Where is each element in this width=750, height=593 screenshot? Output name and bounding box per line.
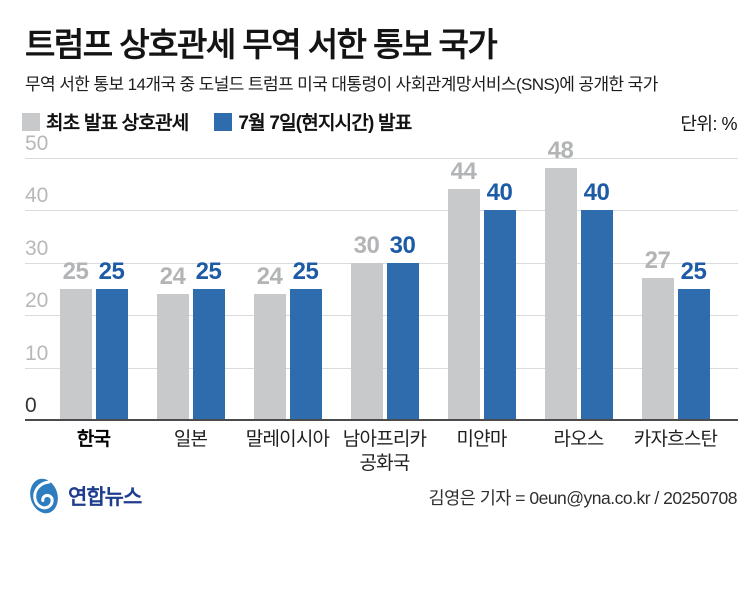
bar-initial-1 (59, 288, 92, 421)
y-axis-tick-20: 20 (25, 289, 49, 312)
value-label-initial-3: 24 (256, 263, 283, 290)
page-subtitle: 무역 서한 통보 14개국 중 도널드 트럼프 미국 대통령이 사회관계망서비스… (25, 75, 658, 94)
x-axis-label-7: 카자흐스탄 (633, 429, 718, 450)
page-title: 트럼프 상호관세 무역 서한 통보 국가 (25, 26, 498, 63)
y-axis-tick-40: 40 (25, 184, 49, 207)
publisher-name: 연합뉴스 (68, 486, 142, 509)
bar-july7-4 (386, 262, 419, 420)
y-axis-tick-30: 30 (25, 237, 49, 260)
unit-label: 단위: % (680, 114, 737, 134)
bar-july7-2 (192, 288, 225, 421)
y-axis-tick-50: 50 (25, 132, 49, 155)
legend-label: 7월 7일(현지시간) 발표 (238, 113, 412, 134)
value-label-july7-5: 40 (486, 179, 513, 206)
bar-initial-2 (156, 294, 189, 420)
x-axis-line (25, 419, 738, 421)
bar-initial-5 (447, 189, 480, 420)
bar-july7-3 (289, 288, 322, 421)
x-axis-label-6: 라오스 (553, 429, 604, 450)
chart-legend: 최초 발표 상호관세 7월 7일(현지시간) 발표 (22, 108, 412, 135)
value-label-july7-6: 40 (583, 179, 610, 206)
value-label-initial-4: 30 (353, 231, 380, 259)
reporter-credit: 김영은 기자 = 0eun@yna.co.kr / 20250708 (428, 488, 738, 508)
gridline-50 (25, 158, 738, 159)
value-label-initial-1: 25 (62, 257, 89, 285)
value-label-july7-2: 25 (195, 257, 222, 285)
x-axis-label-4: 남아프리카 공화국 (342, 429, 427, 474)
bar-initial-4 (350, 262, 383, 420)
value-label-initial-2: 24 (159, 263, 186, 290)
x-axis-label-1: 한국 (76, 429, 111, 450)
legend-item-july7-tariff: 7월 7일(현지시간) 발표 (214, 108, 412, 135)
bar-july7-7 (677, 288, 710, 421)
x-axis-label-5: 미얀마 (456, 429, 507, 450)
legend-item-initial-tariff: 최초 발표 상호관세 (22, 108, 189, 135)
x-axis-label-2: 일본 (173, 429, 208, 450)
legend-label: 최초 발표 상호관세 (46, 113, 189, 134)
value-label-july7-4: 30 (389, 231, 416, 259)
value-label-july7-7: 25 (680, 257, 707, 285)
gridline-40 (25, 210, 738, 211)
yonhap-logo-icon (30, 478, 58, 514)
bar-initial-3 (253, 294, 286, 420)
bar-july7-5 (483, 210, 516, 420)
bar-july7-6 (580, 210, 613, 420)
publisher-logo: 연합뉴스 (26, 475, 142, 517)
value-label-initial-6: 48 (547, 137, 574, 164)
y-axis-tick-10: 10 (25, 342, 49, 365)
legend-swatch-blue (214, 112, 233, 131)
value-label-july7-3: 25 (292, 257, 319, 285)
bar-initial-7 (641, 278, 674, 421)
legend-swatch-gray (22, 112, 40, 131)
value-label-initial-7: 27 (644, 247, 671, 275)
bar-july7-1 (95, 288, 128, 421)
x-axis-label-3: 말레이시아 (245, 429, 330, 450)
bar-initial-6 (544, 168, 577, 420)
y-axis-tick-0: 0 (25, 394, 37, 417)
value-label-july7-1: 25 (98, 257, 125, 285)
value-label-initial-5: 44 (450, 158, 477, 185)
